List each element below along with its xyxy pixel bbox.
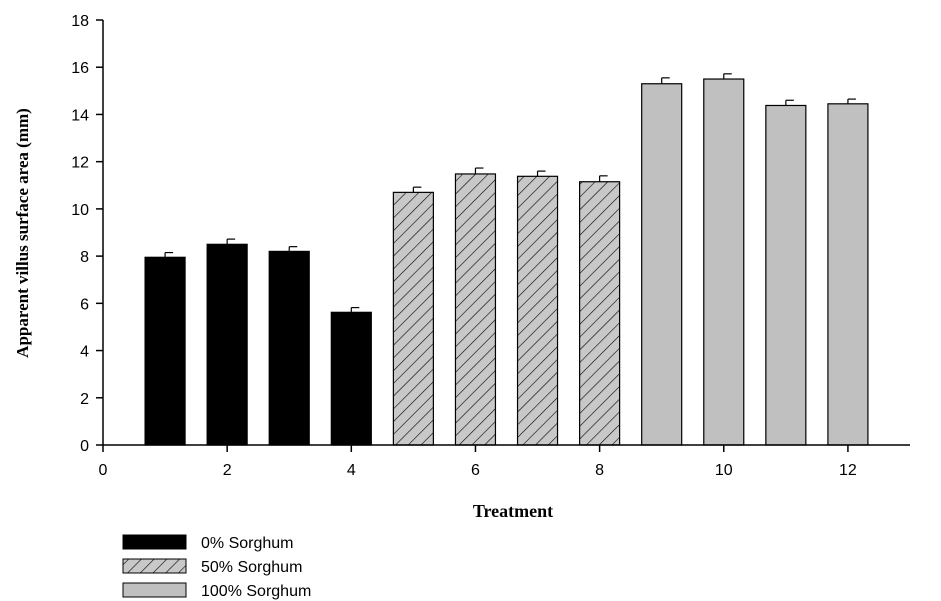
y-tick-label: 2	[80, 391, 89, 408]
bar-50-sorghum-6	[454, 173, 497, 446]
y-tick-label: 6	[80, 296, 89, 313]
x-tick-label: 2	[223, 462, 232, 479]
bar-100-sorghum-10	[703, 78, 745, 446]
y-axis-title: Apparent villus surface area (mm)	[13, 108, 32, 358]
bar-0-sorghum-3	[268, 250, 310, 446]
y-tick-label: 8	[80, 249, 89, 266]
legend: 0% Sorghum 50% Sorghum 100% Sorghum	[122, 534, 311, 600]
y-tick-label: 0	[80, 438, 89, 455]
legend-label: 100% Sorghum	[201, 583, 311, 600]
y-tick-label: 12	[71, 155, 89, 172]
legend-swatch	[122, 534, 187, 550]
x-tick-label: 12	[839, 462, 857, 479]
x-tick-label: 8	[595, 462, 604, 479]
y-tick-label: 4	[80, 344, 89, 361]
bar-0-sorghum-2	[206, 243, 248, 446]
legend-label: 50% Sorghum	[201, 559, 302, 576]
legend-label: 0% Sorghum	[201, 535, 294, 552]
bar-100-sorghum-12	[827, 103, 869, 446]
legend-swatch	[122, 558, 187, 574]
y-tick-label: 14	[71, 107, 89, 124]
x-tick-label: 0	[99, 462, 108, 479]
bar-0-sorghum-4	[330, 311, 372, 446]
bar-50-sorghum-8	[579, 181, 621, 446]
x-tick-label: 4	[347, 462, 356, 479]
legend-swatch	[122, 582, 187, 598]
bar-100-sorghum-9	[641, 83, 683, 446]
bar-50-sorghum-7	[516, 175, 559, 446]
bars-layer	[144, 73, 869, 446]
bar-50-sorghum-5	[392, 191, 434, 446]
axes-layer: 0 2 4 6 8 10 12 14 16 18 0 2 4 6 8 10 12	[71, 13, 910, 479]
x-tick-label: 10	[715, 462, 733, 479]
bar-100-sorghum-11	[765, 104, 807, 446]
y-tick-label: 16	[71, 60, 89, 77]
y-tick-label: 10	[71, 202, 89, 219]
x-axis-title: Treatment	[473, 501, 553, 521]
bar-0-sorghum-1	[144, 256, 186, 446]
y-tick-label: 18	[71, 13, 89, 30]
x-tick-label: 6	[471, 462, 480, 479]
